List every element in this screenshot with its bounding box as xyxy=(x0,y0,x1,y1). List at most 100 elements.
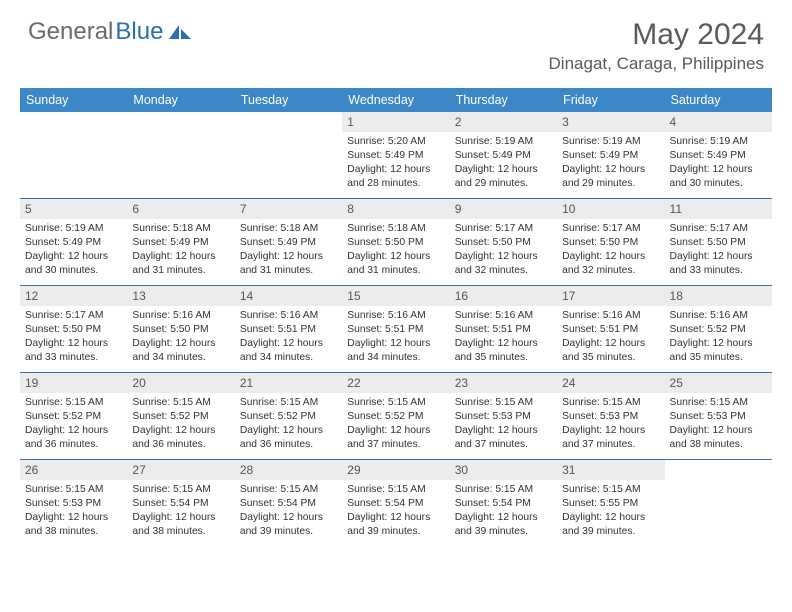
day-detail-line: Sunset: 5:53 PM xyxy=(25,497,122,511)
day-detail-line: Daylight: 12 hours xyxy=(25,511,122,525)
day-detail-line: Sunrise: 5:19 AM xyxy=(25,222,122,236)
header: General Blue May 2024 Dinagat, Caraga, P… xyxy=(0,0,792,80)
day-detail-line: Daylight: 12 hours xyxy=(562,163,659,177)
logo-word1: General xyxy=(28,18,113,46)
day-detail-line: Sunrise: 5:15 AM xyxy=(25,396,122,410)
day-number: 10 xyxy=(557,199,664,219)
day-detail-line: Sunrise: 5:15 AM xyxy=(455,483,552,497)
day-detail-line: and 36 minutes. xyxy=(132,438,229,452)
day-number: 18 xyxy=(665,286,772,306)
day-detail-line: Daylight: 12 hours xyxy=(240,250,337,264)
day-number: 26 xyxy=(20,460,127,480)
weekday-header: Sunday xyxy=(20,88,127,112)
day-detail-line: Sunset: 5:53 PM xyxy=(562,410,659,424)
day-detail-line: Sunrise: 5:15 AM xyxy=(455,396,552,410)
day-detail-line: Sunset: 5:50 PM xyxy=(670,236,767,250)
day-detail-line: Sunrise: 5:17 AM xyxy=(562,222,659,236)
day-cell-22: 22Sunrise: 5:15 AMSunset: 5:52 PMDayligh… xyxy=(342,373,449,459)
day-detail-line: Sunrise: 5:16 AM xyxy=(562,309,659,323)
day-detail-line: Sunset: 5:51 PM xyxy=(455,323,552,337)
day-cell-14: 14Sunrise: 5:16 AMSunset: 5:51 PMDayligh… xyxy=(235,286,342,372)
day-detail-line: Sunrise: 5:19 AM xyxy=(562,135,659,149)
day-detail-line: Daylight: 12 hours xyxy=(670,163,767,177)
day-detail-line: Daylight: 12 hours xyxy=(347,424,444,438)
day-detail-line: Daylight: 12 hours xyxy=(132,337,229,351)
day-number: 12 xyxy=(20,286,127,306)
day-detail-line: Sunset: 5:51 PM xyxy=(347,323,444,337)
day-number xyxy=(235,112,342,132)
day-cell-17: 17Sunrise: 5:16 AMSunset: 5:51 PMDayligh… xyxy=(557,286,664,372)
day-cell-31: 31Sunrise: 5:15 AMSunset: 5:55 PMDayligh… xyxy=(557,460,664,546)
day-detail-line: Sunset: 5:54 PM xyxy=(132,497,229,511)
day-detail-line: Sunset: 5:50 PM xyxy=(132,323,229,337)
day-detail-line: Daylight: 12 hours xyxy=(670,250,767,264)
day-detail-line: Sunset: 5:50 PM xyxy=(347,236,444,250)
day-detail-line: Sunrise: 5:19 AM xyxy=(455,135,552,149)
day-detail-line: Sunrise: 5:20 AM xyxy=(347,135,444,149)
day-detail-line: Daylight: 12 hours xyxy=(670,337,767,351)
day-cell-29: 29Sunrise: 5:15 AMSunset: 5:54 PMDayligh… xyxy=(342,460,449,546)
day-detail-line: Sunrise: 5:16 AM xyxy=(132,309,229,323)
day-cell-12: 12Sunrise: 5:17 AMSunset: 5:50 PMDayligh… xyxy=(20,286,127,372)
day-detail-line: and 38 minutes. xyxy=(25,525,122,539)
day-detail-line: Sunrise: 5:15 AM xyxy=(347,483,444,497)
day-cell-10: 10Sunrise: 5:17 AMSunset: 5:50 PMDayligh… xyxy=(557,199,664,285)
calendar-weeks: 1Sunrise: 5:20 AMSunset: 5:49 PMDaylight… xyxy=(20,112,772,546)
day-cell-5: 5Sunrise: 5:19 AMSunset: 5:49 PMDaylight… xyxy=(20,199,127,285)
day-number: 13 xyxy=(127,286,234,306)
weekday-header-row: SundayMondayTuesdayWednesdayThursdayFrid… xyxy=(20,88,772,112)
day-detail-line: Daylight: 12 hours xyxy=(240,424,337,438)
day-detail-line: Sunrise: 5:15 AM xyxy=(562,396,659,410)
day-cell-18: 18Sunrise: 5:16 AMSunset: 5:52 PMDayligh… xyxy=(665,286,772,372)
day-detail-line: Sunset: 5:49 PM xyxy=(25,236,122,250)
day-detail-line: Sunset: 5:50 PM xyxy=(25,323,122,337)
day-detail-line: Sunrise: 5:17 AM xyxy=(455,222,552,236)
day-cell-26: 26Sunrise: 5:15 AMSunset: 5:53 PMDayligh… xyxy=(20,460,127,546)
calendar-week-row: 19Sunrise: 5:15 AMSunset: 5:52 PMDayligh… xyxy=(20,373,772,460)
day-detail-line: and 33 minutes. xyxy=(25,351,122,365)
day-detail-line: Sunrise: 5:15 AM xyxy=(562,483,659,497)
day-cell-7: 7Sunrise: 5:18 AMSunset: 5:49 PMDaylight… xyxy=(235,199,342,285)
day-detail-line: Sunrise: 5:17 AM xyxy=(670,222,767,236)
day-detail-line: Daylight: 12 hours xyxy=(347,337,444,351)
day-number: 3 xyxy=(557,112,664,132)
day-detail-line: Sunrise: 5:18 AM xyxy=(240,222,337,236)
day-detail-line: Daylight: 12 hours xyxy=(132,511,229,525)
day-detail-line: Sunset: 5:55 PM xyxy=(562,497,659,511)
day-cell-25: 25Sunrise: 5:15 AMSunset: 5:53 PMDayligh… xyxy=(665,373,772,459)
day-number: 25 xyxy=(665,373,772,393)
logo: General Blue xyxy=(28,18,193,46)
day-detail-line: Sunset: 5:50 PM xyxy=(455,236,552,250)
calendar-week-row: 26Sunrise: 5:15 AMSunset: 5:53 PMDayligh… xyxy=(20,460,772,546)
day-number: 27 xyxy=(127,460,234,480)
day-detail-line: and 28 minutes. xyxy=(347,177,444,191)
day-number xyxy=(665,460,772,480)
day-detail-line: Sunset: 5:52 PM xyxy=(347,410,444,424)
day-detail-line: and 29 minutes. xyxy=(455,177,552,191)
day-detail-line: Sunrise: 5:15 AM xyxy=(240,396,337,410)
day-detail-line: Sunrise: 5:15 AM xyxy=(670,396,767,410)
month-title: May 2024 xyxy=(549,18,764,52)
day-number: 4 xyxy=(665,112,772,132)
day-detail-line: Daylight: 12 hours xyxy=(455,163,552,177)
day-number: 21 xyxy=(235,373,342,393)
day-cell-4: 4Sunrise: 5:19 AMSunset: 5:49 PMDaylight… xyxy=(665,112,772,198)
day-number: 15 xyxy=(342,286,449,306)
day-cell-6: 6Sunrise: 5:18 AMSunset: 5:49 PMDaylight… xyxy=(127,199,234,285)
day-detail-line: Daylight: 12 hours xyxy=(240,337,337,351)
day-detail-line: and 31 minutes. xyxy=(347,264,444,278)
day-cell-21: 21Sunrise: 5:15 AMSunset: 5:52 PMDayligh… xyxy=(235,373,342,459)
day-detail-line: Sunset: 5:53 PM xyxy=(670,410,767,424)
day-detail-line: Sunset: 5:54 PM xyxy=(347,497,444,511)
day-detail-line: and 34 minutes. xyxy=(240,351,337,365)
day-number: 8 xyxy=(342,199,449,219)
weekday-header: Thursday xyxy=(450,88,557,112)
day-detail-line: Sunrise: 5:17 AM xyxy=(25,309,122,323)
day-detail-line: Daylight: 12 hours xyxy=(347,163,444,177)
day-detail-line: Sunrise: 5:15 AM xyxy=(347,396,444,410)
day-detail-line: Daylight: 12 hours xyxy=(347,250,444,264)
location: Dinagat, Caraga, Philippines xyxy=(549,54,764,74)
day-detail-line: Daylight: 12 hours xyxy=(562,250,659,264)
day-number: 29 xyxy=(342,460,449,480)
weekday-header: Friday xyxy=(557,88,664,112)
